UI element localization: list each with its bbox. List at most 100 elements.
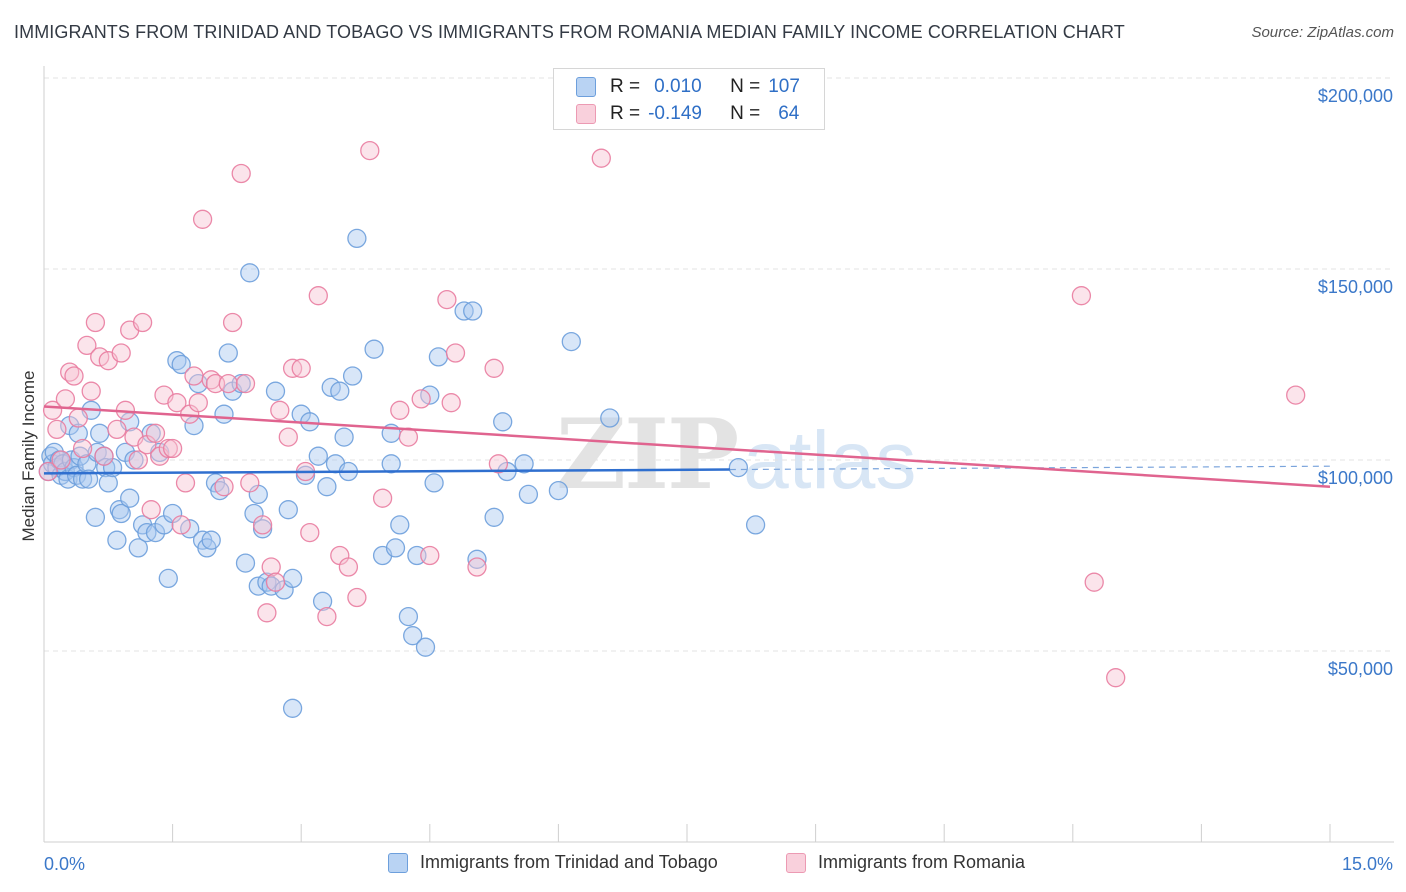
point-trinidad: [78, 469, 99, 489]
point-romania: [1084, 572, 1104, 592]
stats-row-romania: R = -0.149 N = 64: [576, 101, 799, 127]
point-romania: [72, 438, 93, 459]
y-tick-label: $50,000: [1328, 659, 1393, 679]
point-romania: [360, 140, 380, 161]
stats-n-label: N =: [730, 76, 761, 97]
point-romania: [64, 366, 84, 386]
point-romania: [111, 343, 131, 363]
point-romania: [300, 522, 320, 543]
stats-row-trinidad: R = 0.010 N = 107: [576, 74, 800, 100]
point-romania: [175, 473, 196, 493]
point-trinidad: [385, 538, 406, 558]
point-romania: [145, 423, 166, 443]
point-trinidad: [514, 454, 534, 474]
point-trinidad: [171, 354, 191, 375]
point-trinidad: [235, 553, 256, 573]
point-trinidad: [282, 698, 303, 718]
point-romania: [184, 366, 204, 386]
point-romania: [420, 545, 440, 566]
point-trinidad: [214, 404, 234, 424]
point-romania: [68, 408, 88, 428]
point-trinidad: [561, 331, 581, 352]
point-romania: [261, 557, 281, 577]
trend-line-trinidad: [43, 468, 730, 475]
point-trinidad: [85, 507, 106, 527]
x-tick-label-max: 15.0%: [1342, 854, 1393, 874]
point-trinidad: [600, 408, 620, 428]
y-axis-label: Median Family Income: [19, 370, 38, 541]
point-romania: [107, 419, 127, 440]
point-trinidad: [72, 469, 93, 489]
point-trinidad: [467, 549, 487, 569]
point-trinidad: [308, 446, 328, 466]
point-trinidad: [330, 381, 350, 401]
point-romania: [265, 572, 286, 592]
point-romania: [488, 454, 509, 474]
point-romania: [484, 358, 504, 378]
y-tick-labels: $50,000 $100,000 $150,000 $200,000: [1318, 86, 1393, 679]
legend-swatch-trinidad: [388, 852, 408, 873]
point-romania: [235, 373, 256, 394]
point-trinidad: [518, 484, 539, 505]
point-romania: [591, 148, 611, 168]
point-romania: [222, 312, 243, 333]
point-romania: [162, 438, 183, 459]
point-trinidad: [128, 538, 148, 558]
point-romania: [270, 400, 290, 420]
point-trinidad: [381, 454, 401, 474]
point-romania: [411, 389, 431, 409]
point-trinidad: [347, 228, 367, 249]
point-romania: [1286, 385, 1306, 405]
point-trinidad: [398, 606, 419, 627]
point-romania: [192, 209, 213, 229]
stats-n-value: 107: [768, 76, 800, 97]
point-trinidad: [265, 381, 286, 401]
legend-item-trinidad: Immigrants from Trinidad and Tobago: [388, 852, 718, 873]
point-romania: [467, 557, 487, 577]
point-romania: [77, 335, 97, 356]
point-trinidad: [282, 568, 303, 589]
series-trinidad-points: [38, 228, 766, 718]
point-romania: [437, 289, 457, 310]
stats-r-value: 0.010: [654, 76, 702, 97]
point-trinidad: [124, 450, 144, 470]
data-points: [38, 140, 1306, 718]
point-trinidad: [745, 515, 766, 535]
point-trinidad: [218, 343, 238, 363]
point-trinidad: [107, 530, 127, 550]
point-romania: [231, 163, 251, 184]
point-romania: [317, 606, 337, 627]
point-trinidad: [463, 301, 483, 321]
series-romania-points: [38, 140, 1306, 688]
point-romania: [338, 557, 359, 577]
point-romania: [81, 381, 101, 401]
point-trinidad: [364, 339, 384, 359]
chart-title: IMMIGRANTS FROM TRINIDAD AND TOBAGO VS I…: [14, 22, 1125, 42]
point-trinidad: [334, 427, 354, 447]
point-trinidad: [120, 488, 140, 508]
point-romania: [85, 312, 106, 333]
point-romania: [158, 438, 178, 459]
point-trinidad: [548, 480, 569, 501]
point-romania: [347, 587, 367, 608]
point-trinidad: [728, 457, 749, 478]
point-romania: [240, 473, 260, 493]
point-trinidad: [68, 423, 88, 443]
point-romania: [441, 393, 461, 413]
legend-item-romania: Immigrants from Romania: [786, 852, 1025, 873]
point-romania: [171, 515, 191, 535]
legend-label-romania: Immigrants from Romania: [818, 852, 1026, 872]
point-trinidad: [312, 591, 333, 611]
y-tick-label: $150,000: [1318, 277, 1393, 297]
point-trinidad: [342, 366, 363, 386]
stats-r-label: R =: [610, 76, 641, 97]
trend-line-romania: [43, 405, 1331, 488]
point-trinidad: [390, 515, 410, 535]
point-romania: [372, 488, 393, 508]
point-romania: [218, 373, 238, 394]
point-romania: [214, 477, 234, 497]
point-trinidad: [428, 347, 449, 367]
point-romania: [1071, 286, 1092, 306]
point-romania: [390, 400, 410, 420]
axes: [43, 66, 1394, 843]
